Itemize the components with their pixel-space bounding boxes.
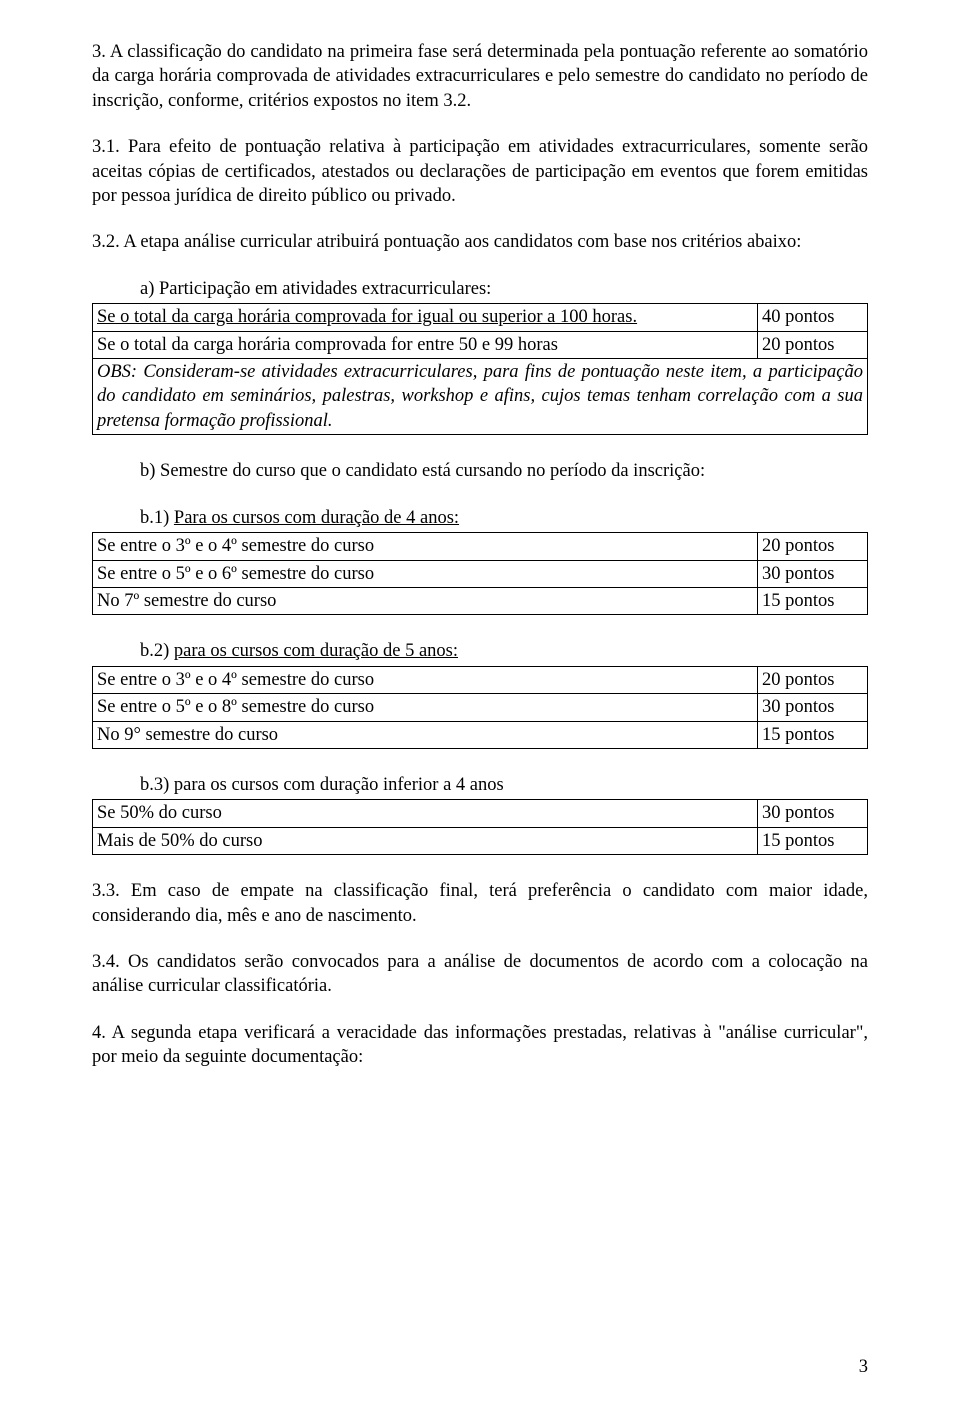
label-underlined: para os cursos com duração de 5 anos: [174,641,458,661]
paragraph-4: 4. A segunda etapa verificará a veracida… [92,1021,868,1070]
cell-points: 20 pontos [758,331,868,358]
table-a: Se o total da carga horária comprovada f… [92,303,868,435]
cell-points: 15 pontos [758,587,868,614]
table-b3: Se 50% do curso 30 pontos Mais de 50% do… [92,799,868,855]
table-row: Se o total da carga horária comprovada f… [93,331,868,358]
table-row: Se entre o 5º e o 8º semestre do curso 3… [93,694,868,721]
cell-criteria: Se o total da carga horária comprovada f… [93,304,758,331]
table-row: No 7º semestre do curso 15 pontos [93,587,868,614]
criteria-text: Se o total da carga horária comprovada f… [97,307,637,327]
cell-points: 40 pontos [758,304,868,331]
table-row-obs: OBS: Consideram-se atividades extracurri… [93,359,868,435]
table-row: Se 50% do curso 30 pontos [93,800,868,827]
paragraph-3-3: 3.3. Em caso de empate na classificação … [92,879,868,928]
label-b2: b.2) para os cursos com duração de 5 ano… [92,639,868,663]
table-b2: Se entre o 3º e o 4º semestre do curso 2… [92,666,868,749]
cell-points: 20 pontos [758,533,868,560]
paragraph-3-2: 3.2. A etapa análise curricular atribuir… [92,230,868,254]
table-row: No 9° semestre do curso 15 pontos [93,721,868,748]
label-prefix: b.1) [140,508,174,528]
paragraph-3: 3. A classificação do candidato na prime… [92,40,868,113]
label-underlined: Para os cursos com duração de 4 anos: [174,508,459,528]
table-row: Mais de 50% do curso 15 pontos [93,827,868,854]
label-b3: b.3) para os cursos com duração inferior… [92,773,868,797]
cell-criteria: Se 50% do curso [93,800,758,827]
cell-criteria: Se entre o 3º e o 4º semestre do curso [93,666,758,693]
cell-criteria: Se entre o 5º e o 8º semestre do curso [93,694,758,721]
cell-points: 20 pontos [758,666,868,693]
cell-criteria: Se o total da carga horária comprovada f… [93,331,758,358]
cell-criteria: No 7º semestre do curso [93,587,758,614]
cell-criteria: Se entre o 5º e o 6º semestre do curso [93,560,758,587]
cell-points: 30 pontos [758,560,868,587]
cell-points: 15 pontos [758,827,868,854]
cell-criteria: Mais de 50% do curso [93,827,758,854]
cell-criteria: Se entre o 3º e o 4º semestre do curso [93,533,758,560]
document-page: 3. A classificação do candidato na prime… [0,0,960,1414]
cell-criteria: No 9° semestre do curso [93,721,758,748]
label-prefix: b.2) [140,641,174,661]
label-b: b) Semestre do curso que o candidato est… [92,459,868,483]
label-b1: b.1) Para os cursos com duração de 4 ano… [92,506,868,530]
page-number: 3 [859,1357,868,1378]
paragraph-3-1: 3.1. Para efeito de pontuação relativa à… [92,135,868,208]
table-row: Se entre o 3º e o 4º semestre do curso 2… [93,666,868,693]
table-row: Se o total da carga horária comprovada f… [93,304,868,331]
cell-points: 30 pontos [758,694,868,721]
table-row: Se entre o 3º e o 4º semestre do curso 2… [93,533,868,560]
label-a: a) Participação em atividades extracurri… [92,277,868,301]
table-b1: Se entre o 3º e o 4º semestre do curso 2… [92,532,868,615]
paragraph-3-4: 3.4. Os candidatos serão convocados para… [92,950,868,999]
cell-obs: OBS: Consideram-se atividades extracurri… [93,359,868,435]
cell-points: 30 pontos [758,800,868,827]
table-row: Se entre o 5º e o 6º semestre do curso 3… [93,560,868,587]
cell-points: 15 pontos [758,721,868,748]
